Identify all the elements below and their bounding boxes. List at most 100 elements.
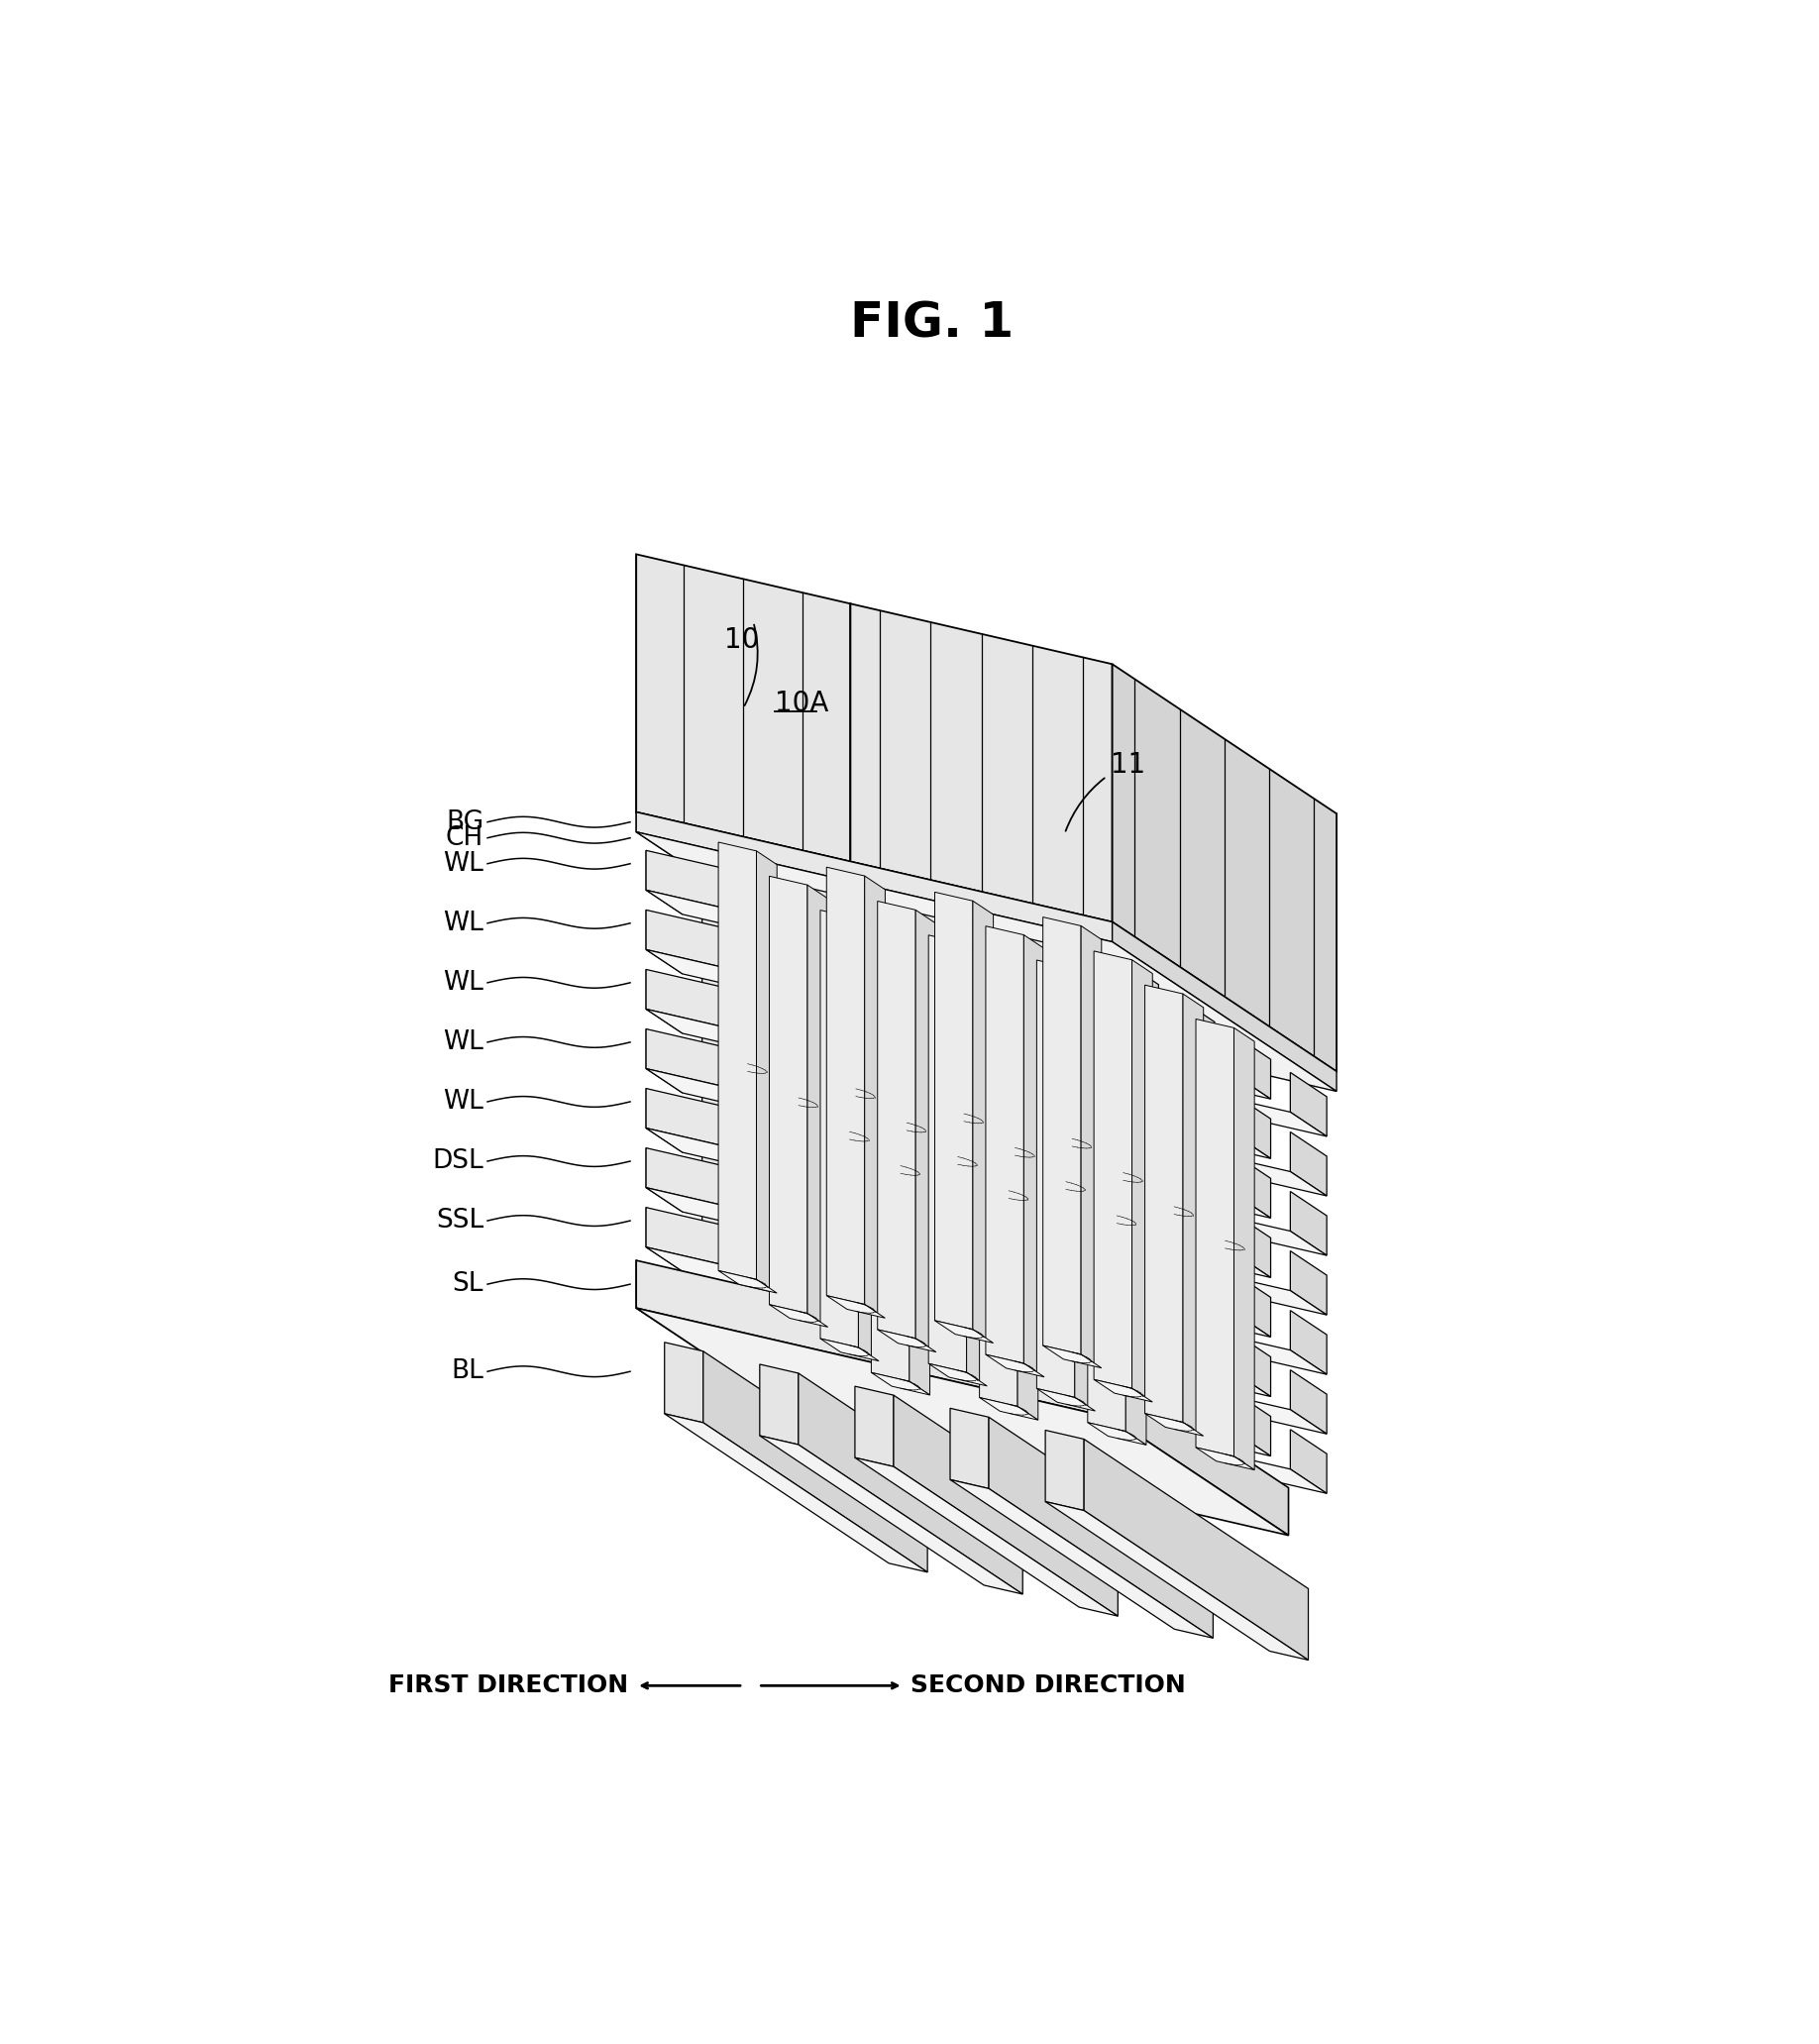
Polygon shape	[759, 1222, 795, 1286]
Polygon shape	[719, 1271, 777, 1294]
Polygon shape	[769, 1304, 828, 1327]
Polygon shape	[759, 965, 1271, 1100]
Polygon shape	[637, 554, 860, 961]
Polygon shape	[702, 1008, 739, 1071]
Polygon shape	[637, 1261, 1111, 1419]
Polygon shape	[702, 946, 739, 1012]
Polygon shape	[990, 1416, 1213, 1637]
Polygon shape	[815, 1002, 1326, 1136]
Polygon shape	[871, 944, 910, 1382]
Text: DSL: DSL	[433, 1149, 484, 1173]
Polygon shape	[1179, 1175, 1215, 1241]
Polygon shape	[815, 1141, 851, 1206]
Polygon shape	[759, 1282, 795, 1347]
Polygon shape	[646, 1149, 682, 1212]
Polygon shape	[757, 850, 777, 1294]
Polygon shape	[1290, 1132, 1326, 1196]
Polygon shape	[1233, 1028, 1255, 1470]
Polygon shape	[1111, 664, 1337, 1071]
Polygon shape	[759, 1263, 1271, 1396]
Polygon shape	[935, 1320, 993, 1343]
Polygon shape	[820, 1339, 879, 1361]
Polygon shape	[1179, 1057, 1215, 1120]
Polygon shape	[1290, 1073, 1326, 1136]
Polygon shape	[1037, 961, 1075, 1398]
Polygon shape	[646, 1128, 1159, 1263]
Polygon shape	[646, 910, 682, 973]
Polygon shape	[877, 901, 915, 1339]
Polygon shape	[759, 1322, 1271, 1455]
Polygon shape	[893, 1396, 1119, 1617]
Text: 10: 10	[724, 625, 759, 654]
Polygon shape	[646, 889, 1159, 1024]
Polygon shape	[1122, 961, 1159, 1024]
Polygon shape	[702, 987, 1215, 1120]
Polygon shape	[986, 926, 1024, 1363]
Polygon shape	[702, 1165, 1215, 1300]
Polygon shape	[759, 1143, 1271, 1278]
Polygon shape	[799, 1374, 1022, 1594]
Polygon shape	[950, 1408, 990, 1488]
Polygon shape	[1122, 1257, 1159, 1322]
Polygon shape	[915, 910, 937, 1351]
Text: WL: WL	[444, 969, 484, 995]
Polygon shape	[646, 1028, 682, 1094]
Polygon shape	[1182, 993, 1204, 1437]
Polygon shape	[815, 963, 851, 1026]
Polygon shape	[646, 850, 682, 914]
Text: 10A: 10A	[775, 689, 828, 717]
Polygon shape	[815, 1241, 1326, 1374]
Polygon shape	[815, 1320, 851, 1384]
Polygon shape	[759, 926, 795, 989]
Text: WL: WL	[444, 1089, 484, 1114]
Polygon shape	[1235, 1333, 1271, 1396]
Polygon shape	[1093, 950, 1131, 1388]
Polygon shape	[1122, 1020, 1159, 1083]
Polygon shape	[1111, 1369, 1288, 1535]
Polygon shape	[1017, 977, 1039, 1421]
Polygon shape	[1126, 1004, 1146, 1445]
Polygon shape	[702, 1106, 1215, 1241]
Text: BG: BG	[446, 809, 484, 834]
Polygon shape	[759, 985, 795, 1049]
Polygon shape	[1088, 993, 1126, 1431]
Polygon shape	[1111, 922, 1337, 1091]
Polygon shape	[1235, 1155, 1271, 1218]
Polygon shape	[1042, 1345, 1102, 1367]
Polygon shape	[759, 1083, 1271, 1218]
Text: FIG. 1: FIG. 1	[849, 300, 1015, 347]
Polygon shape	[704, 1351, 928, 1572]
Polygon shape	[646, 969, 1122, 1118]
Polygon shape	[815, 1022, 851, 1085]
Text: WL: WL	[444, 1030, 484, 1055]
Polygon shape	[637, 811, 860, 981]
Polygon shape	[1131, 961, 1153, 1402]
Polygon shape	[1235, 1094, 1271, 1159]
Polygon shape	[877, 1329, 937, 1351]
Polygon shape	[815, 1200, 851, 1265]
Polygon shape	[646, 1069, 1159, 1202]
Polygon shape	[759, 1202, 1271, 1337]
Polygon shape	[1179, 1116, 1215, 1181]
Polygon shape	[646, 1247, 1159, 1382]
Polygon shape	[815, 1081, 851, 1145]
Polygon shape	[871, 1374, 930, 1394]
Polygon shape	[1179, 1296, 1215, 1359]
Polygon shape	[637, 554, 851, 863]
Polygon shape	[1037, 1388, 1095, 1410]
Polygon shape	[1179, 997, 1215, 1061]
Polygon shape	[1046, 1431, 1084, 1511]
Polygon shape	[859, 920, 879, 1361]
Polygon shape	[646, 1087, 682, 1153]
Polygon shape	[1179, 1355, 1215, 1419]
Polygon shape	[664, 1414, 928, 1572]
Polygon shape	[1088, 1423, 1146, 1445]
Polygon shape	[860, 703, 1075, 1012]
Polygon shape	[1290, 1429, 1326, 1494]
Polygon shape	[1122, 1139, 1159, 1202]
Polygon shape	[719, 842, 757, 1280]
Polygon shape	[1290, 1251, 1326, 1314]
Polygon shape	[646, 1208, 1122, 1357]
Polygon shape	[1195, 1447, 1255, 1470]
Polygon shape	[646, 1028, 1122, 1179]
